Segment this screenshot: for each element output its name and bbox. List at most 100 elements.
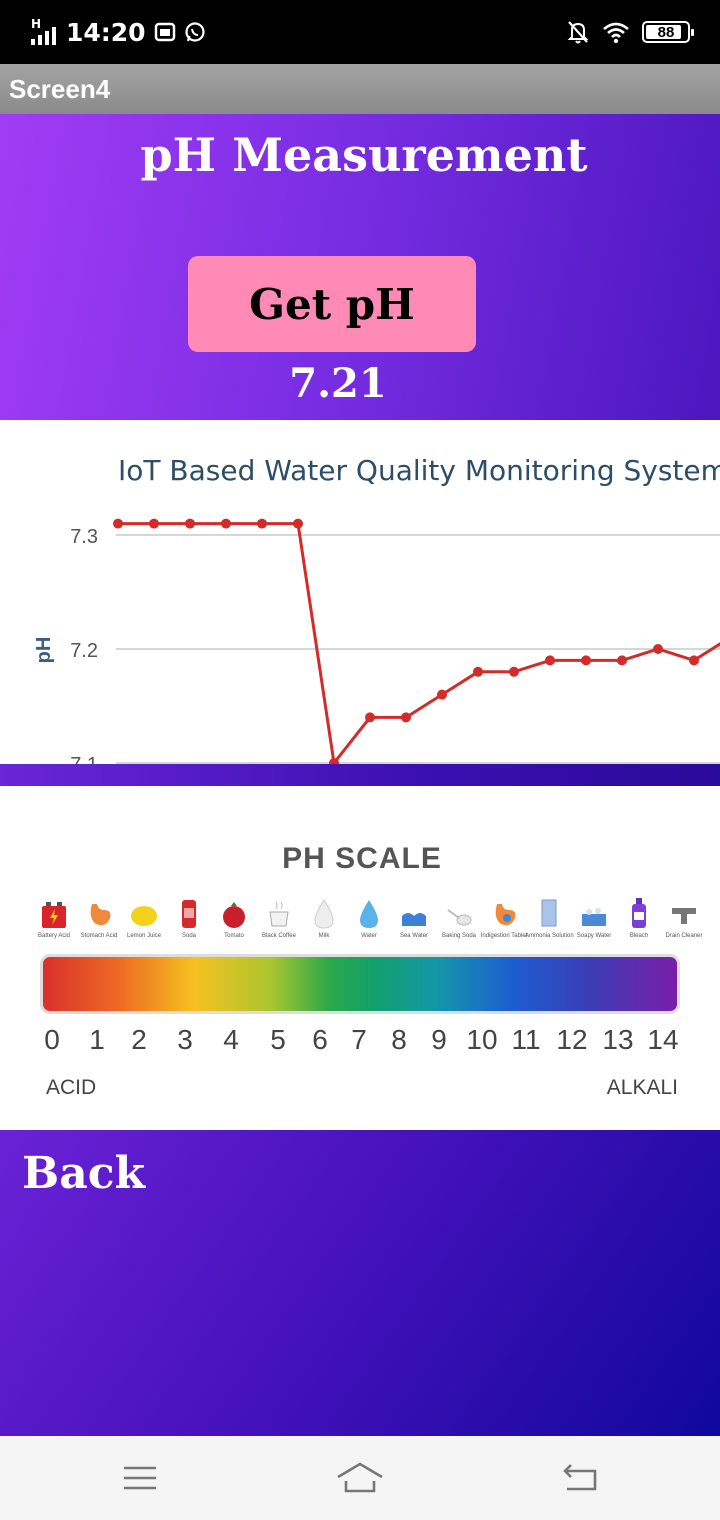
ph-tick-label: 6: [312, 1024, 328, 1055]
ph-tick-label: 3: [177, 1024, 193, 1055]
bleach-bottle-icon: [632, 898, 646, 928]
data-point: [293, 518, 303, 529]
data-point: [473, 666, 483, 677]
drain-pipe-icon: [672, 908, 696, 924]
chart-title: IoT Based Water Quality Monitoring Syste…: [118, 454, 720, 487]
ph-tick-label: 11: [511, 1024, 541, 1055]
indigestion-icon: [495, 904, 516, 926]
status-time: 14:20: [66, 17, 146, 47]
back-icon: [563, 1464, 597, 1491]
ph-tick-label: 10: [466, 1024, 498, 1055]
page-title: pH Measurement: [140, 128, 588, 182]
ph-tick-label: 9: [431, 1024, 447, 1055]
ph-tick-label: 8: [391, 1024, 407, 1055]
battery-icon: 88: [642, 21, 694, 43]
tomato-icon: [223, 902, 245, 928]
item-stomach-acid: Stomach Acid: [75, 896, 123, 940]
divider-strip: [0, 764, 720, 786]
spoon-icon: [447, 909, 472, 926]
item-water: Water: [345, 896, 393, 940]
soda-can-icon: [182, 900, 196, 928]
whatsapp-icon: [184, 22, 205, 42]
data-point: [221, 518, 231, 529]
data-point: [257, 518, 267, 529]
ph-tick-label: 12: [556, 1024, 588, 1055]
item-indigestion-tablet: Indigestion Tablet: [480, 896, 528, 940]
data-point: [113, 518, 123, 529]
item-tomato: Tomato: [210, 896, 258, 940]
ph-tick-label: 14: [647, 1024, 679, 1055]
acid-label: ACID: [46, 1076, 97, 1099]
ph-tick-label: 0: [44, 1024, 60, 1055]
item-drain-cleaner: Drain Cleaner: [660, 896, 708, 940]
status-bar: H 14:20 88: [0, 0, 720, 64]
get-ph-button[interactable]: Get pH: [188, 256, 476, 352]
ph-tick-label: 4: [223, 1024, 239, 1055]
menu-icon: [124, 1466, 156, 1490]
home-button[interactable]: [330, 1454, 390, 1502]
ph-value: 7.21: [289, 360, 387, 407]
data-point: [509, 666, 519, 677]
y-tick-label: 7.1: [70, 754, 98, 764]
item-sea-water: Sea Water: [390, 896, 438, 940]
item-ammonia-solution: Ammonia Solution: [525, 896, 574, 940]
app-title: Screen4: [9, 74, 111, 104]
y-tick-label: 7.3: [70, 526, 98, 548]
y-axis-label: pH: [33, 637, 55, 664]
screenshot-icon: [154, 22, 175, 42]
battery-level: 88: [657, 23, 675, 41]
data-point: [581, 655, 591, 666]
stomach-icon: [90, 904, 111, 926]
ph-scale-items: Battery Acid Stomach Acid Lemon Juice So…: [30, 896, 703, 946]
sea-water-icon: [402, 913, 426, 926]
data-point: [689, 655, 699, 666]
ph-tick-label: 5: [270, 1024, 286, 1055]
ph-tick-label: 2: [131, 1024, 147, 1055]
data-point: [329, 758, 339, 764]
item-baking-soda: Baking Soda: [435, 896, 483, 940]
data-point: [149, 518, 159, 529]
ph-tick-label: 7: [351, 1024, 367, 1055]
milk-drop-icon: [314, 899, 334, 929]
home-icon: [337, 1462, 383, 1493]
item-lemon-juice: Lemon Juice: [120, 896, 168, 940]
battery-acid-icon: [42, 902, 66, 928]
header-panel: pH Measurement Get pH 7.21: [0, 114, 720, 420]
chart-svg: IoT Based Water Quality Monitoring Syste…: [33, 454, 720, 764]
y-tick-label: 7.2: [70, 640, 98, 662]
data-point: [617, 655, 627, 666]
app-bar: Screen4: [0, 64, 720, 114]
item-battery-acid: Battery Acid: [30, 896, 78, 940]
coffee-cup-icon: [269, 901, 289, 927]
ph-tick-label: 1: [89, 1024, 105, 1055]
data-point: [437, 689, 447, 700]
ph-scale-image: PH SCALE Battery Acid Stomach Acid Lemon…: [0, 786, 720, 1130]
menu-button[interactable]: [110, 1454, 170, 1502]
alkali-label: ALKALI: [606, 1076, 678, 1099]
series-line: [118, 522, 720, 764]
ammonia-box-icon: [541, 899, 557, 927]
navigation-bar: [0, 1436, 720, 1520]
data-point: [185, 518, 195, 529]
item-soapy-water: Soapy Water: [570, 896, 618, 940]
ph-tick-label: 13: [602, 1024, 634, 1055]
ph-chart: IoT Based Water Quality Monitoring Syste…: [0, 420, 720, 764]
signal-icon: H: [31, 17, 56, 45]
water-drop-icon: [360, 900, 378, 928]
footer-panel: Back: [0, 1130, 720, 1436]
svg-text:H: H: [31, 17, 41, 31]
data-point: [653, 644, 663, 654]
ph-color-bar: [40, 954, 680, 1014]
item-milk: Milk: [300, 896, 348, 940]
system-back-button[interactable]: [550, 1454, 610, 1502]
data-point: [545, 655, 555, 666]
soapy-water-icon: [582, 908, 606, 926]
back-button[interactable]: Back: [22, 1148, 145, 1199]
wifi-icon: [603, 22, 629, 44]
ph-scale-title: PH SCALE: [282, 842, 442, 875]
data-point: [401, 712, 411, 723]
item-soda: Soda: [165, 896, 213, 940]
data-point: [365, 712, 375, 723]
item-bleach: Bleach: [615, 896, 663, 940]
lemon-icon: [131, 906, 157, 926]
